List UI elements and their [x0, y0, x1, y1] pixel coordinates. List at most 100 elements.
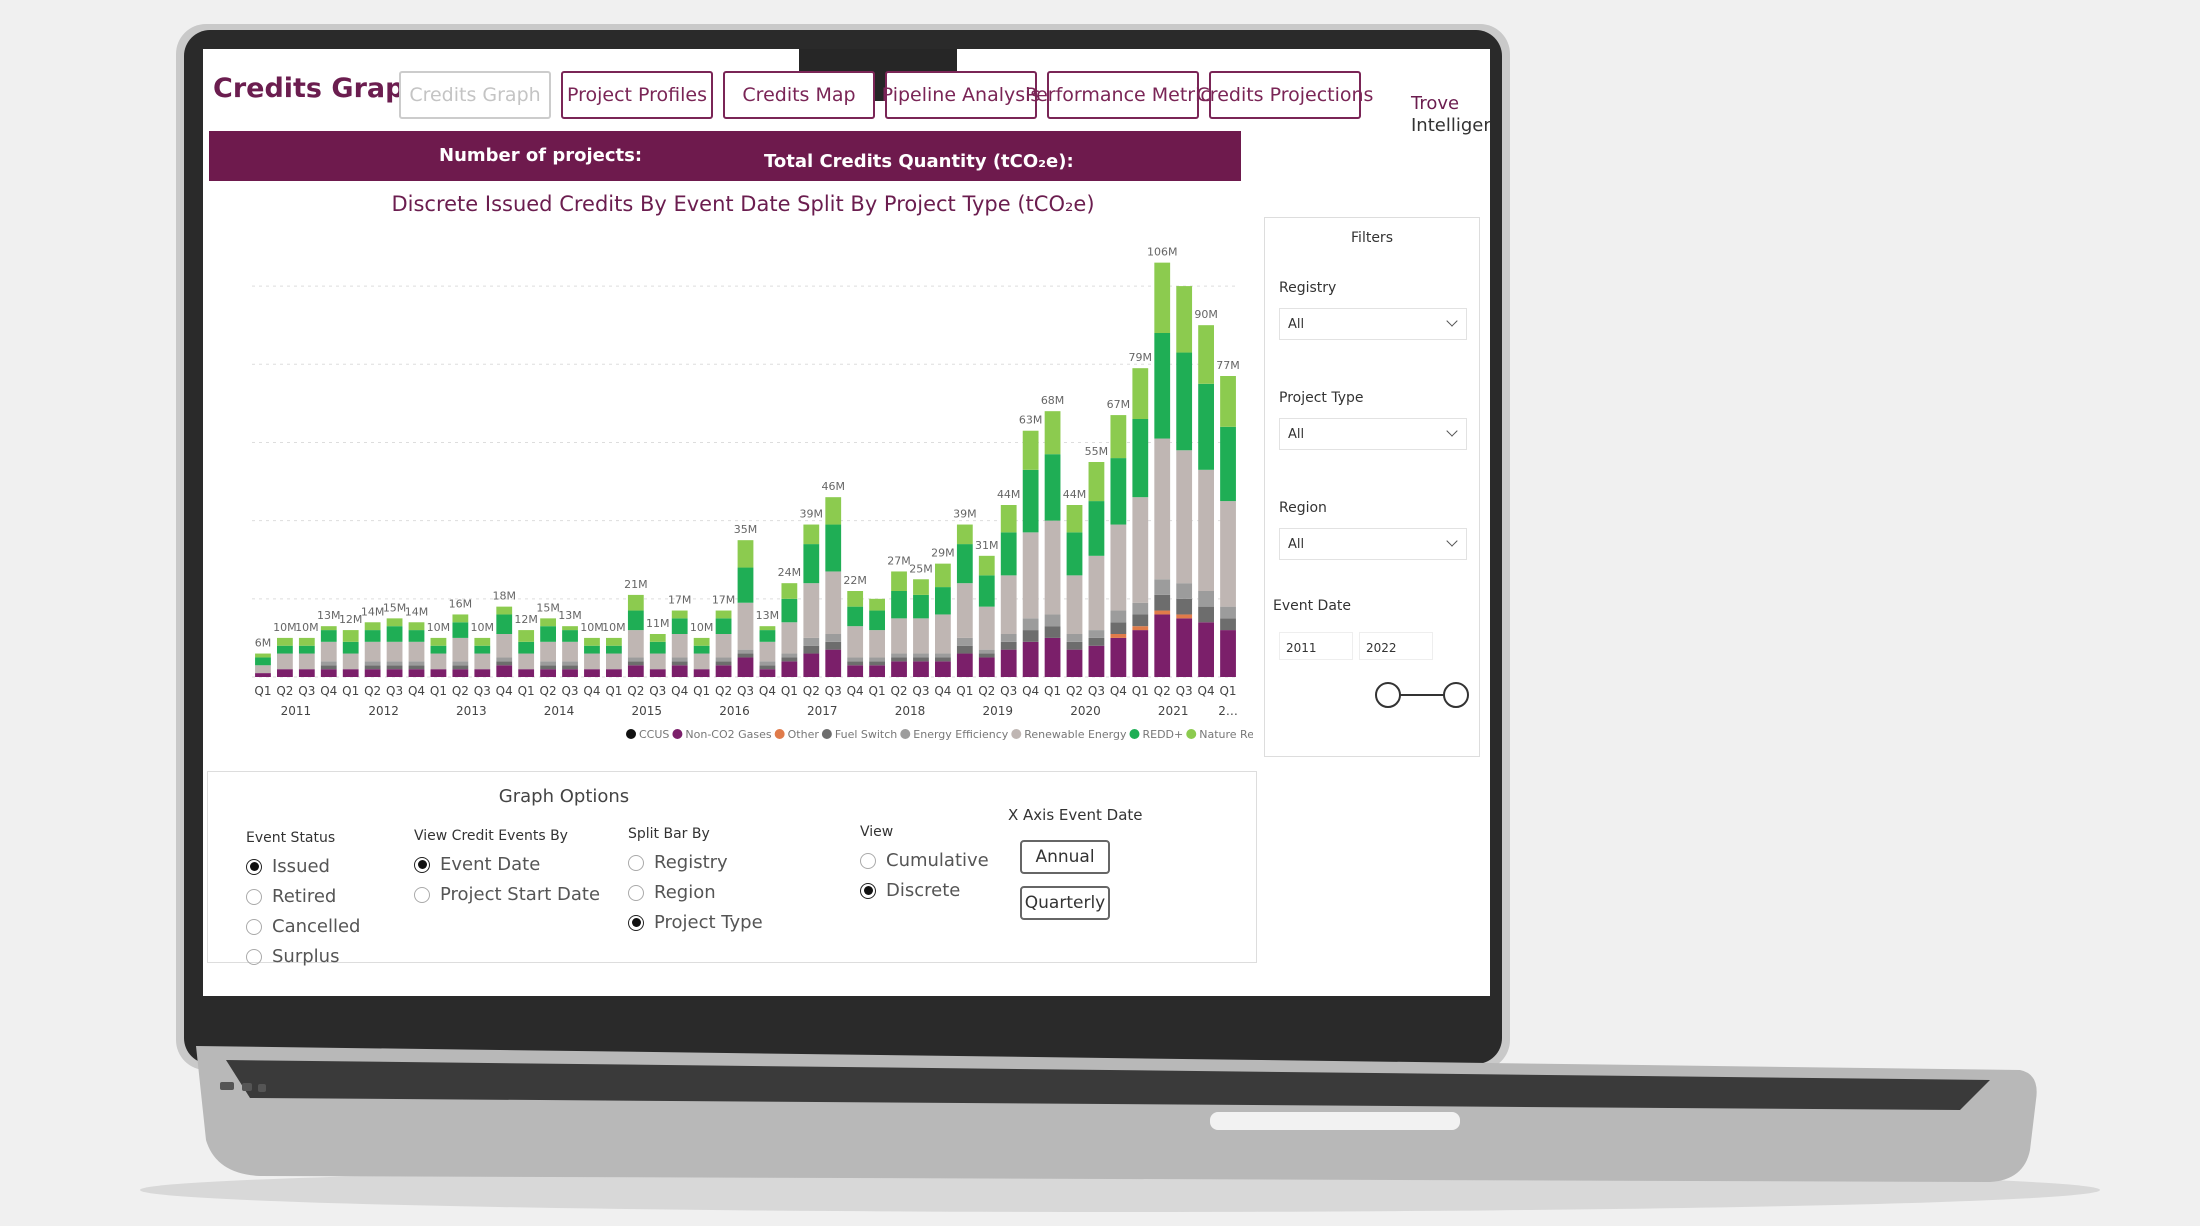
bar-segment	[715, 657, 732, 662]
bar-segment	[540, 618, 556, 627]
bar-segment	[913, 657, 929, 662]
slider-handle[interactable]	[1443, 682, 1469, 708]
bar-segment	[320, 661, 337, 666]
bar-segment	[1022, 630, 1039, 642]
bar-segment	[430, 645, 447, 654]
bar-segment	[781, 583, 798, 599]
x-tick-label: Q2	[364, 684, 381, 698]
nav-tab[interactable]: Performance Metrics	[1025, 71, 1221, 119]
bar-segment	[1110, 637, 1127, 677]
logo: Trove Intelligence	[1391, 93, 1490, 137]
total-label: 17M	[712, 594, 736, 607]
nav-tab[interactable]: Project Profiles	[561, 71, 713, 119]
bar-segment	[825, 524, 842, 572]
slider-handle[interactable]	[1375, 682, 1401, 708]
bar-segment	[627, 610, 644, 631]
radio-dot[interactable]	[628, 854, 644, 871]
bar-segment	[671, 661, 688, 666]
nav-tab[interactable]: Credits Graph	[399, 71, 551, 119]
bar-segment	[364, 665, 381, 670]
radio-dot[interactable]	[246, 948, 262, 965]
radio-dot[interactable]	[246, 918, 262, 935]
filter-label: Region	[1279, 500, 1327, 516]
bar-segment	[935, 661, 951, 677]
nav-tab[interactable]: Credits Map	[723, 71, 875, 119]
radio-option[interactable]: Project Start Date	[414, 884, 600, 905]
bar-segment	[1088, 555, 1105, 631]
bar-segment	[891, 653, 907, 658]
bar-segment	[452, 637, 469, 662]
radio-dot[interactable]	[246, 888, 262, 905]
trackpad-edge	[1210, 1112, 1460, 1130]
banner: Number of projects: Total Credits Quanti…	[209, 131, 1241, 181]
bar-segment	[1022, 641, 1039, 677]
option-group-label: View Credit Events By	[414, 828, 568, 844]
radio-option[interactable]: Project Type	[628, 912, 763, 933]
chevron	[1446, 315, 1458, 327]
bar-segment	[715, 665, 732, 677]
x-tick-label: Q2	[276, 684, 293, 698]
bar-segment	[518, 653, 535, 670]
bar-segment	[408, 630, 425, 642]
total-label: 24M	[778, 566, 802, 579]
bar-segment	[408, 661, 425, 666]
bar-segment	[627, 630, 644, 658]
bar-segment	[1088, 637, 1105, 646]
x-tick-label: Q2	[1066, 684, 1083, 698]
bar-segment	[474, 637, 491, 646]
legend-swatch	[821, 729, 832, 739]
radio-dot[interactable]	[414, 856, 430, 873]
bar-segment	[1044, 454, 1061, 521]
option-button[interactable]: Annual	[1020, 840, 1110, 874]
logo-line: Intelligence	[1411, 115, 1490, 136]
total-label: 13M	[756, 609, 780, 622]
chart-title: Discrete Issued Credits By Event Date Sp…	[391, 192, 1094, 216]
bar-segment	[1132, 497, 1149, 603]
bar-segment	[627, 661, 644, 666]
radio-option[interactable]: Issued	[246, 856, 330, 877]
dropdown[interactable]: All	[1279, 528, 1467, 560]
radio-dot[interactable]	[628, 884, 644, 901]
bar-segment	[452, 661, 469, 666]
radio-option[interactable]: Discrete	[860, 880, 960, 901]
x-tick-label: Q1	[1132, 684, 1149, 698]
x-tick-label: Q1	[781, 684, 798, 698]
bar-segment	[869, 630, 885, 658]
options-title: Graph Options	[498, 786, 630, 807]
dropdown[interactable]: All	[1279, 418, 1467, 450]
dropdown[interactable]: All	[1279, 308, 1467, 340]
bar-segment	[452, 614, 469, 623]
nav-tab[interactable]: Credits Projections	[1197, 71, 1373, 119]
port	[242, 1083, 252, 1091]
radio-option[interactable]: Retired	[246, 886, 336, 907]
radio-dot[interactable]	[860, 882, 876, 899]
radio-option[interactable]: Cancelled	[246, 916, 360, 937]
radio-option[interactable]: Event Date	[414, 854, 540, 875]
bar-segment	[1066, 532, 1083, 576]
bar-segment	[320, 626, 337, 631]
bar-segment	[978, 575, 995, 607]
radio-dot[interactable]	[628, 914, 644, 931]
radio-dot[interactable]	[246, 858, 262, 875]
bar-segment	[386, 661, 403, 666]
total-label: 6M	[255, 637, 272, 650]
radio-option[interactable]: Region	[628, 882, 716, 903]
bar-segment	[518, 630, 535, 642]
option-button[interactable]: Quarterly	[1020, 886, 1110, 920]
nav-tab[interactable]: Pipeline Analysis	[882, 71, 1040, 119]
option-group-label: Event Status	[246, 830, 336, 846]
radio-dot[interactable]	[414, 886, 430, 903]
radio-option[interactable]: Registry	[628, 852, 728, 873]
bar-segment	[781, 653, 798, 658]
date-to[interactable]: 2022	[1359, 632, 1433, 660]
bar-segment	[1110, 634, 1127, 638]
radio-option[interactable]: Surplus	[246, 946, 339, 967]
radio-dot[interactable]	[860, 852, 876, 869]
total-label: 14M	[361, 605, 385, 618]
radio-option[interactable]: Cumulative	[860, 850, 989, 871]
legend-swatch	[1186, 729, 1197, 739]
bar-segment	[1110, 610, 1127, 623]
year-label: 2012	[368, 704, 399, 718]
date-from[interactable]: 2011	[1279, 632, 1353, 660]
bar-segment	[606, 637, 622, 646]
